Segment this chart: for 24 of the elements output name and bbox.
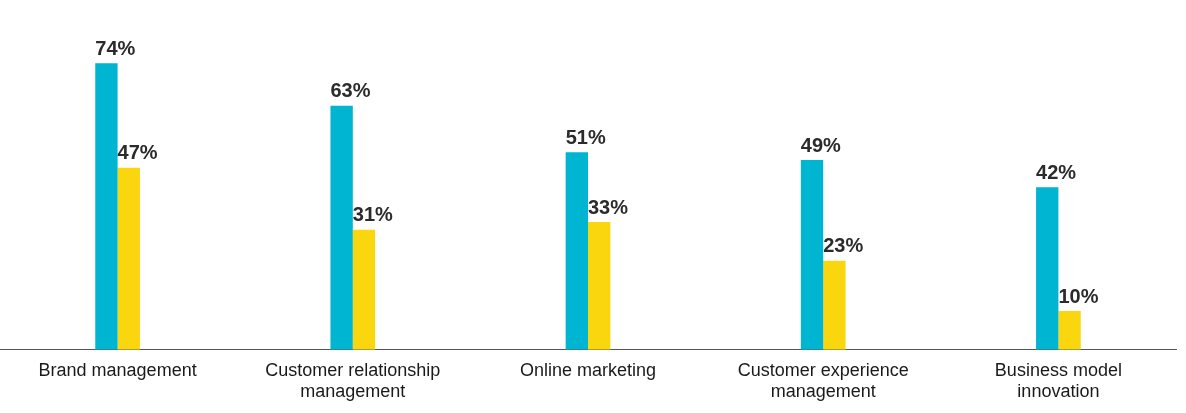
bar <box>117 167 140 350</box>
data-label: 63% <box>330 79 371 102</box>
data-label: 31% <box>352 203 394 226</box>
x-tick-label: Customer experience management <box>737 359 909 402</box>
bar <box>800 160 824 350</box>
bar <box>1036 187 1059 350</box>
bar <box>352 229 376 350</box>
bar <box>330 105 353 350</box>
data-label: 51% <box>565 125 606 148</box>
data-label: 74% <box>95 36 136 59</box>
bar <box>1058 311 1081 350</box>
bar <box>588 222 611 350</box>
data-label: 10% <box>1058 284 1099 307</box>
data-label: 42% <box>1036 160 1077 183</box>
x-tick-label: Online marketing <box>519 359 657 380</box>
x-tick-label: Brand management <box>38 359 197 380</box>
x-tick-label: Customer relationship management <box>265 359 441 402</box>
bar <box>95 63 118 350</box>
bar <box>565 152 588 350</box>
data-label: 49% <box>800 133 842 156</box>
x-tick-label: Business model innovation <box>994 359 1122 402</box>
bar <box>823 260 846 350</box>
data-label: 33% <box>588 195 629 218</box>
data-label: 23% <box>823 234 864 257</box>
